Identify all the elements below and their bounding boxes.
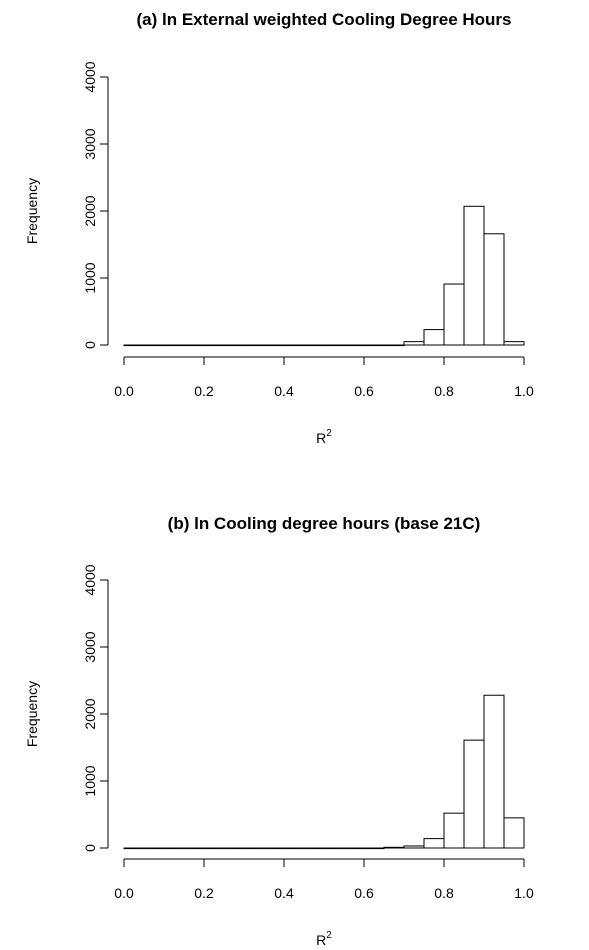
histogram-bar	[223, 847, 245, 850]
histogram-bar	[423, 329, 445, 346]
chart-title: (a) ln External weighted Cooling Degree …	[137, 10, 512, 29]
histogram-bar	[183, 847, 205, 850]
histogram-bar	[263, 344, 285, 347]
x-axis-label-superscript: 2	[326, 428, 332, 439]
y-tick-label: 2000	[82, 195, 98, 226]
histogram-bar	[343, 847, 365, 850]
x-tick-label: 0.4	[274, 383, 294, 399]
x-tick-label: 0.2	[194, 885, 214, 901]
histogram-bar	[263, 847, 285, 850]
histogram-bar	[443, 812, 465, 849]
histogram-bar	[503, 817, 525, 849]
y-tick-label: 1000	[82, 262, 98, 293]
histogram-bar	[423, 838, 445, 849]
x-tick-label: 1.0	[514, 383, 534, 399]
y-tick-label: 0	[82, 844, 98, 852]
x-axis-label: R2	[316, 428, 332, 446]
histogram-bar	[283, 344, 305, 347]
histogram-bar	[483, 694, 505, 849]
histogram-bar	[403, 845, 425, 849]
x-tick-label: 0.8	[434, 885, 454, 901]
x-tick-label: 0.6	[354, 885, 374, 901]
x-tick-label: 0.0	[114, 383, 134, 399]
histogram-bar	[303, 344, 325, 347]
histogram-bar	[203, 344, 225, 347]
histogram-bar	[363, 344, 385, 347]
x-axis-label: R2	[316, 930, 332, 948]
histogram-bar	[303, 847, 325, 850]
histogram-bar	[143, 344, 165, 347]
histogram-bar	[163, 847, 185, 850]
histogram-bar	[383, 846, 405, 849]
y-tick-label: 4000	[82, 564, 98, 595]
histogram-bar	[243, 847, 265, 850]
x-axis-label-superscript: 2	[326, 930, 332, 941]
x-tick-label: 0.0	[114, 885, 134, 901]
histogram-bar	[383, 344, 405, 347]
x-axis-label-base: R	[316, 430, 326, 446]
histogram-bar	[323, 344, 345, 347]
histogram-bar	[143, 847, 165, 850]
histogram-bar	[123, 344, 145, 347]
y-axis-label: Frequency	[24, 681, 40, 747]
histogram-bar	[463, 739, 485, 849]
histogram-bar	[183, 344, 205, 347]
y-tick-label: 3000	[82, 128, 98, 159]
histogram-bar	[483, 233, 505, 346]
histogram-bar	[403, 341, 425, 346]
x-tick-label: 0.4	[274, 885, 294, 901]
chart-panel-a: (a) ln External weighted Cooling Degree …	[24, 10, 534, 446]
x-tick-label: 0.6	[354, 383, 374, 399]
chart-panel-b: (b) ln Cooling degree hours (base 21C) 0.…	[24, 514, 534, 948]
histogram-bar	[243, 344, 265, 347]
x-axis-label-base: R	[316, 932, 326, 948]
histogram-bar	[443, 283, 465, 346]
histogram-bar	[463, 205, 485, 346]
histogram-bar	[123, 847, 145, 850]
x-tick-label: 0.8	[434, 383, 454, 399]
y-axis-label: Frequency	[24, 178, 40, 244]
histogram-bar	[503, 341, 525, 346]
histogram-bar	[223, 344, 245, 347]
histogram-bar	[283, 847, 305, 850]
histogram-bar	[163, 344, 185, 347]
y-tick-label: 2000	[82, 698, 98, 729]
chart-title: (b) ln Cooling degree hours (base 21C)	[168, 514, 481, 533]
x-tick-label: 1.0	[514, 885, 534, 901]
histogram-bar	[203, 847, 225, 850]
y-tick-label: 1000	[82, 765, 98, 796]
x-tick-label: 0.2	[194, 383, 214, 399]
histogram-bar	[363, 847, 385, 850]
histogram-bar	[323, 847, 345, 850]
y-tick-label: 0	[82, 341, 98, 349]
histogram-bar	[343, 344, 365, 347]
y-tick-label: 3000	[82, 631, 98, 662]
y-tick-label: 4000	[82, 61, 98, 92]
